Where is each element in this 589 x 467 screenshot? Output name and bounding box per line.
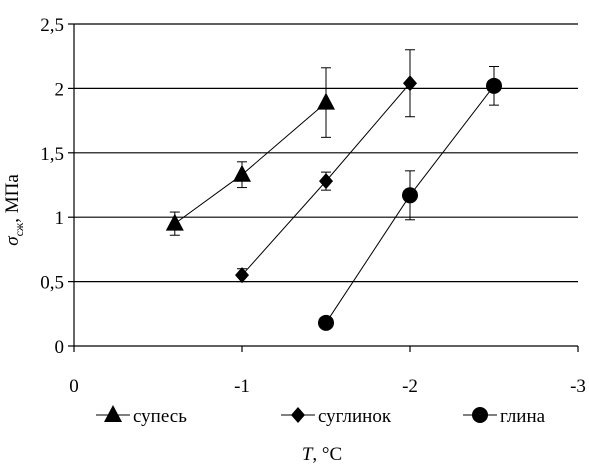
y-axis-label-symbol: σ (2, 236, 23, 246)
data-point-0-0 (165, 213, 184, 231)
x-tick-label-1: -1 (234, 376, 250, 397)
legend-label-0: супесь (133, 406, 187, 427)
x-tick-label-2: -2 (402, 376, 418, 397)
x-axis-label-unit: , °C (312, 444, 342, 465)
y-tick-label-0: 0 (55, 337, 65, 358)
x-tick-label-3: -3 (570, 376, 586, 397)
y-tick-label-3: 1,5 (40, 144, 64, 165)
data-point-2-0 (318, 314, 334, 331)
data-point-0-2 (317, 92, 335, 110)
legend-label-1: суглинок (318, 406, 392, 427)
tick-labels: 0 0,5 1 1,5 2 2,5 0 -1 -2 -3 (40, 15, 586, 397)
legend-marker-2 (472, 407, 488, 423)
y-axis-label: σсж, МПа (2, 174, 26, 246)
axes (68, 23, 579, 352)
data-point-2-2 (486, 77, 502, 94)
x-tick-label-0: 0 (69, 376, 79, 397)
y-tick-label-5: 2,5 (40, 15, 64, 36)
legend-item-2: глина (463, 406, 546, 427)
data-point-1-0 (235, 267, 249, 284)
y-tick-label-1: 0,5 (40, 273, 64, 294)
data-point-0-1 (233, 164, 251, 182)
y-axis-label-subscript: сж (12, 222, 26, 236)
series-1 (235, 49, 417, 284)
x-axis-label-symbol: T (302, 444, 314, 465)
x-axis-label: T, °C (302, 444, 342, 465)
data-point-2-1 (402, 187, 418, 204)
legend: супесь суглинок глина (96, 405, 546, 427)
series-group (165, 49, 502, 331)
legend-marker-0 (104, 405, 122, 422)
y-tick-label-4: 2 (55, 79, 65, 100)
data-point-1-1 (319, 173, 333, 190)
legend-marker-1 (291, 407, 305, 423)
data-point-1-2 (403, 75, 417, 92)
grid (74, 23, 578, 283)
y-axis-label-unit: , МПа (2, 174, 23, 223)
series-line-0 (174, 102, 327, 225)
series-0 (165, 67, 335, 236)
legend-item-1: суглинок (281, 406, 392, 427)
legend-label-2: глина (500, 406, 546, 427)
legend-item-0: супесь (96, 405, 187, 427)
series-2 (318, 66, 502, 331)
y-tick-label-2: 1 (55, 208, 65, 229)
